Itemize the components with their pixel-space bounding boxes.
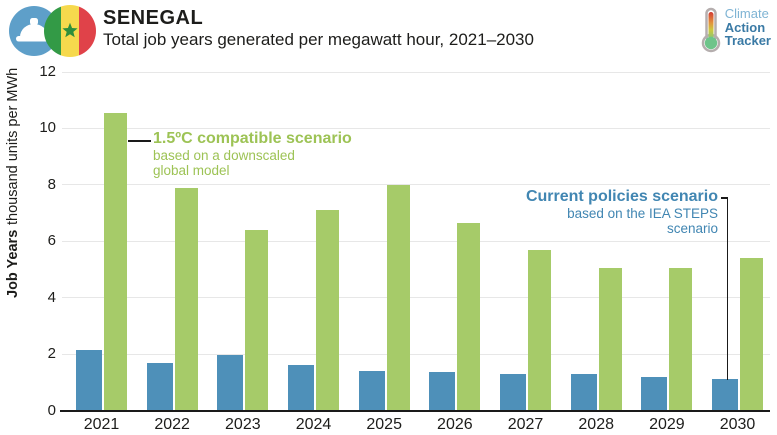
bar-current-policies-2022	[146, 362, 173, 411]
x-tick-label-2030: 2030	[719, 416, 756, 433]
bar-15c-compatible-2022	[174, 187, 198, 411]
y-tick-label-0: 0	[47, 401, 56, 419]
annotation-current-sub1: based on the IEA STEPS	[567, 206, 718, 221]
gridline-y2	[62, 353, 770, 355]
bar-current-policies-2030	[712, 379, 739, 411]
bar-current-policies-2026	[429, 372, 456, 411]
bar-15c-compatible-2026	[457, 222, 481, 411]
y-tick-label-10: 10	[39, 119, 56, 137]
bar-current-policies-2028	[570, 373, 597, 411]
y-tick-label-4: 4	[47, 288, 56, 306]
flag-star	[62, 22, 78, 38]
y-tick-label-8: 8	[47, 175, 56, 193]
x-tick-label-2022: 2022	[154, 416, 190, 433]
annotation-current-title: Current policies scenario	[525, 188, 718, 205]
y-tick-label-2: 2	[47, 345, 56, 363]
hard-hat-icon	[9, 6, 59, 56]
bar-current-policies-2021	[76, 349, 102, 411]
bar-15c-compatible-2023	[245, 229, 269, 411]
gridline-y6	[62, 240, 770, 242]
y-axis-title-bold: Job Years	[5, 229, 21, 298]
bar-current-policies-2027	[500, 373, 527, 411]
gridline-y8	[62, 184, 770, 186]
annotation-15c-sub1: based on a downscaled	[153, 148, 295, 163]
bar-15c-compatible-2030	[740, 258, 764, 411]
y-tick-label-6: 6	[47, 232, 56, 250]
annotation-15c-sub2: global model	[153, 163, 230, 178]
x-axis-line	[60, 409, 770, 412]
annotation-15c-compatible: 1.5ºC compatible scenario based on a dow…	[153, 130, 352, 178]
logo-text-climate: Climate	[724, 6, 769, 21]
bar-15c-compatible-2029	[669, 268, 693, 411]
bar-current-policies-2023	[217, 355, 244, 411]
x-tick-label-2025: 2025	[366, 416, 402, 433]
bar-15c-compatible-2024	[316, 210, 339, 411]
thermometer-icon	[701, 7, 720, 53]
bar-15c-compatible-2028	[598, 268, 622, 411]
x-tick-label-2028: 2028	[578, 416, 614, 433]
y-axis-title-rest: thousand units per MWh	[5, 68, 21, 230]
gridline-y12	[62, 71, 770, 73]
senegal-flag-icon	[44, 5, 96, 57]
gridline-y10	[62, 127, 770, 129]
bar-15c-compatible-2021	[104, 112, 127, 411]
annotation-15c-title: 1.5ºC compatible scenario	[153, 130, 352, 147]
bar-15c-compatible-2025	[386, 184, 410, 411]
bar-15c-compatible-2027	[528, 249, 552, 411]
chart-subtitle: Total job years generated per megawatt h…	[103, 30, 534, 49]
annotation-current-policies: Current policies scenario based on the I…	[526, 188, 718, 236]
x-tick-label-2026: 2026	[437, 416, 473, 433]
x-tick-label-2023: 2023	[225, 416, 261, 433]
logo-text-action: Action	[724, 19, 766, 35]
annotation-current-sub2: scenario	[666, 221, 718, 236]
x-tick-label-2027: 2027	[507, 416, 544, 433]
annotation-connector-green	[128, 140, 151, 142]
annotation-connector-blue-horizontal	[721, 197, 728, 199]
annotation-connector-blue-vertical	[726, 197, 728, 380]
gridline-y4	[62, 297, 770, 299]
country-title: SENEGAL	[103, 7, 204, 29]
bar-current-policies-2029	[641, 376, 668, 411]
y-tick-label-12: 12	[39, 63, 56, 80]
x-tick-label-2029: 2029	[649, 416, 685, 433]
climate-action-tracker-logo: Climate Action Tracker	[700, 7, 771, 53]
bar-current-policies-2025	[358, 371, 385, 411]
bar-current-policies-2024	[288, 365, 314, 411]
x-tick-label-2024: 2024	[295, 416, 332, 433]
logo-text-tracker: Tracker	[724, 33, 771, 48]
x-tick-label-2021: 2021	[83, 416, 120, 433]
